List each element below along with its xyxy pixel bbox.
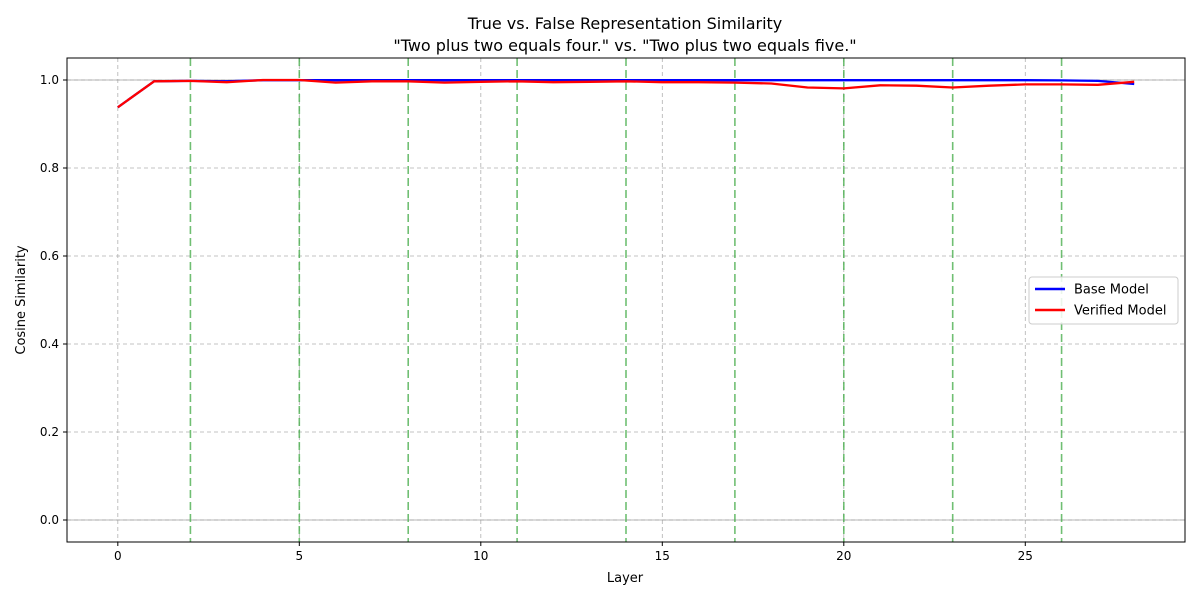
plot-frame — [66, 57, 1186, 543]
x-tick-label: 5 — [295, 549, 303, 563]
x-tick-label: 20 — [836, 549, 851, 563]
y-tick-label: 0.6 — [40, 249, 59, 263]
chart-title: True vs. False Representation Similarity — [467, 14, 783, 33]
x-tick-label: 0 — [114, 549, 122, 563]
x-axis-label: Layer — [607, 571, 644, 586]
y-tick-label: 0.2 — [40, 425, 59, 439]
legend: Base Model Verified Model — [1028, 276, 1179, 325]
legend-label-verified-model: Verified Model — [1074, 304, 1166, 319]
y-axis-ticks: 0.0 0.2 0.4 0.6 0.8 1.0 — [40, 73, 67, 527]
x-tick-label: 15 — [655, 549, 670, 563]
x-axis-ticks: 0 5 10 15 20 25 — [114, 542, 1033, 563]
legend-label-base-model: Base Model — [1074, 283, 1149, 298]
y-tick-label: 0.4 — [40, 337, 59, 351]
y-axis-label: Cosine Similarity — [14, 245, 29, 355]
legend-box — [1028, 276, 1179, 325]
y-tick-label: 0.0 — [40, 513, 59, 527]
x-tick-label: 10 — [473, 549, 488, 563]
chart-subtitle: "Two plus two equals four." vs. "Two plu… — [393, 36, 856, 55]
highlight-layer-lines — [189, 58, 1063, 542]
y-tick-label: 1.0 — [40, 73, 59, 87]
x-tick-label: 25 — [1018, 549, 1033, 563]
series-lines — [117, 78, 1135, 109]
y-tick-label: 0.8 — [40, 161, 59, 175]
series-line-verified-model — [117, 78, 1135, 109]
